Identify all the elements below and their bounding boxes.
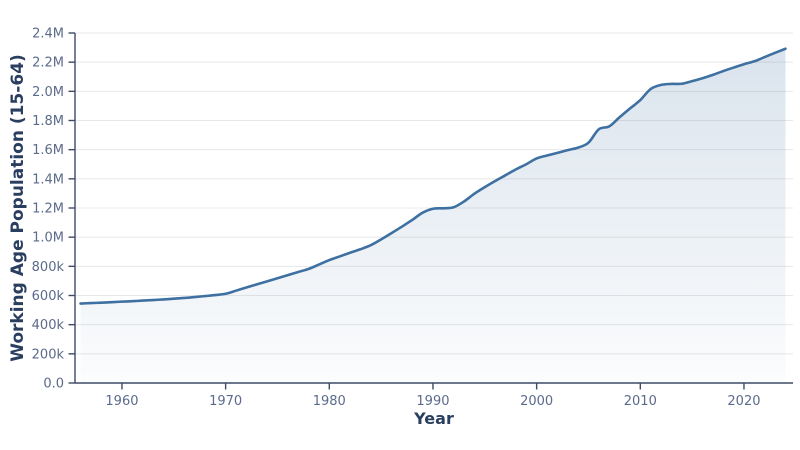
x-axis-title: Year — [414, 409, 454, 428]
y-tick-label: 1.2M — [32, 202, 64, 217]
x-tick-label: 1990 — [416, 394, 449, 409]
y-tick-label: 200k — [32, 347, 65, 362]
y-axis-title: Working Age Population (15-64) — [8, 54, 29, 362]
y-tick-label: 800k — [32, 260, 65, 275]
x-tick-label: 1970 — [209, 394, 242, 409]
y-tick-label: 1.0M — [32, 231, 64, 246]
y-tick-label: 0.0 — [43, 377, 64, 392]
y-tick-label: 1.6M — [32, 143, 64, 158]
y-tick-label: 2.0M — [32, 85, 64, 100]
x-tick-label: 2000 — [520, 394, 553, 409]
x-tick-label: 2020 — [727, 394, 760, 409]
y-tick-label: 1.8M — [32, 114, 64, 129]
y-tick-label: 2.2M — [32, 56, 64, 71]
x-tick-label: 1960 — [105, 394, 138, 409]
x-tick-label: 2010 — [624, 394, 657, 409]
data-line — [79, 47, 787, 305]
y-axis-title-container: Working Age Population (15-64) — [8, 33, 29, 383]
area-fill — [80, 48, 786, 383]
y-tick-label: 1.4M — [32, 172, 64, 187]
y-tick-label: 600k — [32, 289, 65, 304]
x-tick-label: 1980 — [313, 394, 346, 409]
y-tick-label: 400k — [32, 318, 65, 333]
y-tick-label: 2.4M — [32, 27, 64, 42]
